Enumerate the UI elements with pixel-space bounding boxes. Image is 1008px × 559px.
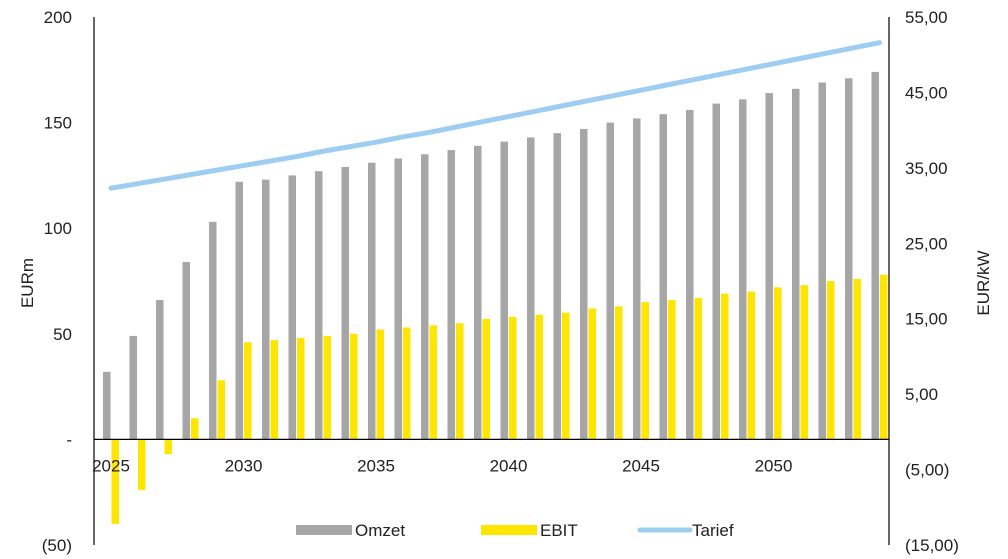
- omzet-bar-2033: [315, 171, 323, 440]
- y2-tick-label: 5,00: [905, 385, 938, 404]
- ebit-bar-2046: [668, 300, 676, 440]
- y-tick-label: 200: [44, 8, 72, 27]
- omzet-bars: [103, 71, 879, 440]
- x-tick-label: 2035: [357, 456, 395, 475]
- omzet-bar-2028: [182, 261, 190, 440]
- y2-tick-label: (5,00): [905, 461, 949, 480]
- x-tick-label: 2045: [622, 456, 660, 475]
- ebit-bar-2054: [880, 274, 888, 440]
- legend-swatch-ebit: [481, 525, 537, 535]
- omzet-bar-2035: [368, 162, 376, 440]
- y-tick-label: (50): [42, 536, 72, 555]
- y2-tick-label: (15,00): [905, 536, 959, 555]
- omzet-bar-2044: [606, 122, 614, 440]
- x-tick-label: 2025: [92, 456, 130, 475]
- y-tick-label: 150: [44, 114, 72, 133]
- ebit-bar-2049: [747, 291, 755, 440]
- omzet-bar-2036: [394, 158, 402, 440]
- ebit-bar-2048: [721, 293, 729, 440]
- legend: Omzet EBIT Tarief: [296, 521, 734, 540]
- ebit-bar-2030: [244, 342, 252, 440]
- omzet-bar-2038: [447, 150, 455, 440]
- y2-tick-label: 15,00: [905, 310, 948, 329]
- omzet-bar-2027: [156, 300, 164, 440]
- x-tick-label: 2040: [490, 456, 528, 475]
- ebit-bar-2029: [217, 380, 225, 440]
- tarief-line-group: [108, 40, 882, 191]
- omzet-bar-2032: [288, 175, 296, 440]
- ebit-bar-2038: [456, 323, 464, 440]
- y-axis-label: EURm: [18, 258, 37, 308]
- omzet-bar-2039: [474, 145, 482, 440]
- ebit-bar-2041: [535, 314, 543, 440]
- y2-tick-label: 25,00: [905, 234, 948, 253]
- omzet-bar-2051: [792, 88, 800, 440]
- tarief-line: [108, 40, 882, 191]
- ebit-bar-2045: [641, 302, 649, 440]
- omzet-bar-2050: [765, 93, 773, 440]
- omzet-bar-2043: [580, 128, 588, 440]
- ebit-bar-2051: [800, 285, 808, 440]
- x-tick-label: 2050: [755, 456, 793, 475]
- omzet-bar-2026: [129, 335, 137, 440]
- legend-swatch-omzet: [296, 525, 352, 535]
- y2-tick-label: 35,00: [905, 159, 948, 178]
- omzet-bar-2052: [818, 82, 826, 440]
- x-tick-label: 2030: [225, 456, 263, 475]
- y-tick-label: -: [66, 430, 72, 449]
- y-tick-labels: 200 150 100 50 - (50): [42, 8, 72, 555]
- ebit-bar-2043: [588, 308, 596, 440]
- omzet-bar-2041: [527, 137, 535, 440]
- omzet-bar-2045: [633, 118, 641, 440]
- ebit-bar-2031: [270, 340, 278, 440]
- y2-tick-label: 55,00: [905, 8, 948, 27]
- omzet-bar-2025: [103, 371, 111, 440]
- omzet-bar-2048: [712, 103, 720, 440]
- omzet-bar-2053: [845, 78, 853, 440]
- ebit-bar-2044: [615, 306, 623, 440]
- ebit-bar-2035: [376, 329, 384, 440]
- omzet-bar-2031: [262, 179, 270, 440]
- ebit-bar-2033: [323, 335, 331, 440]
- omzet-bar-2030: [235, 181, 243, 440]
- ebit-bar-2042: [562, 312, 570, 440]
- ebit-bar-2036: [403, 327, 411, 440]
- omzet-bar-2029: [209, 221, 217, 440]
- y-tick-label: 100: [44, 219, 72, 238]
- omzet-bar-2054: [871, 71, 879, 440]
- ebit-bar-2047: [694, 297, 702, 440]
- omzet-bar-2049: [739, 99, 747, 440]
- omzet-bar-2034: [341, 166, 349, 440]
- legend-label-tarief: Tarief: [692, 521, 734, 540]
- omzet-bar-2047: [686, 109, 694, 440]
- y2-axis-label: EUR/kW: [974, 250, 993, 315]
- axes: [93, 17, 890, 545]
- ebit-bar-2025: [111, 439, 119, 524]
- omzet-bar-2042: [553, 133, 561, 440]
- ebit-bar-2037: [429, 325, 437, 440]
- ebit-bar-2028: [191, 418, 199, 440]
- ebit-bar-2052: [827, 281, 835, 440]
- ebit-bar-2032: [297, 338, 305, 440]
- ebit-bar-2053: [853, 278, 861, 440]
- legend-label-ebit: EBIT: [540, 521, 578, 540]
- ebit-bar-2026: [138, 439, 146, 491]
- legend-label-omzet: Omzet: [355, 521, 405, 540]
- omzet-bar-2046: [659, 114, 667, 440]
- x-tick-labels: 2025 2030 2035 2040 2045 2050: [92, 456, 792, 475]
- ebit-bar-2040: [509, 316, 517, 440]
- ebit-bar-2034: [350, 333, 358, 440]
- omzet-bar-2040: [500, 141, 508, 440]
- y-tick-label: 50: [53, 325, 72, 344]
- y2-tick-label: 45,00: [905, 83, 948, 102]
- omzet-bar-2037: [421, 154, 429, 440]
- y2-tick-labels: 55,00 45,00 35,00 25,00 15,00 5,00 (5,00) (15,0…: [905, 8, 959, 555]
- ebit-bar-2050: [774, 287, 782, 440]
- ebit-bars: [111, 274, 888, 524]
- ebit-bar-2027: [164, 439, 172, 455]
- ebit-bar-2039: [482, 319, 490, 440]
